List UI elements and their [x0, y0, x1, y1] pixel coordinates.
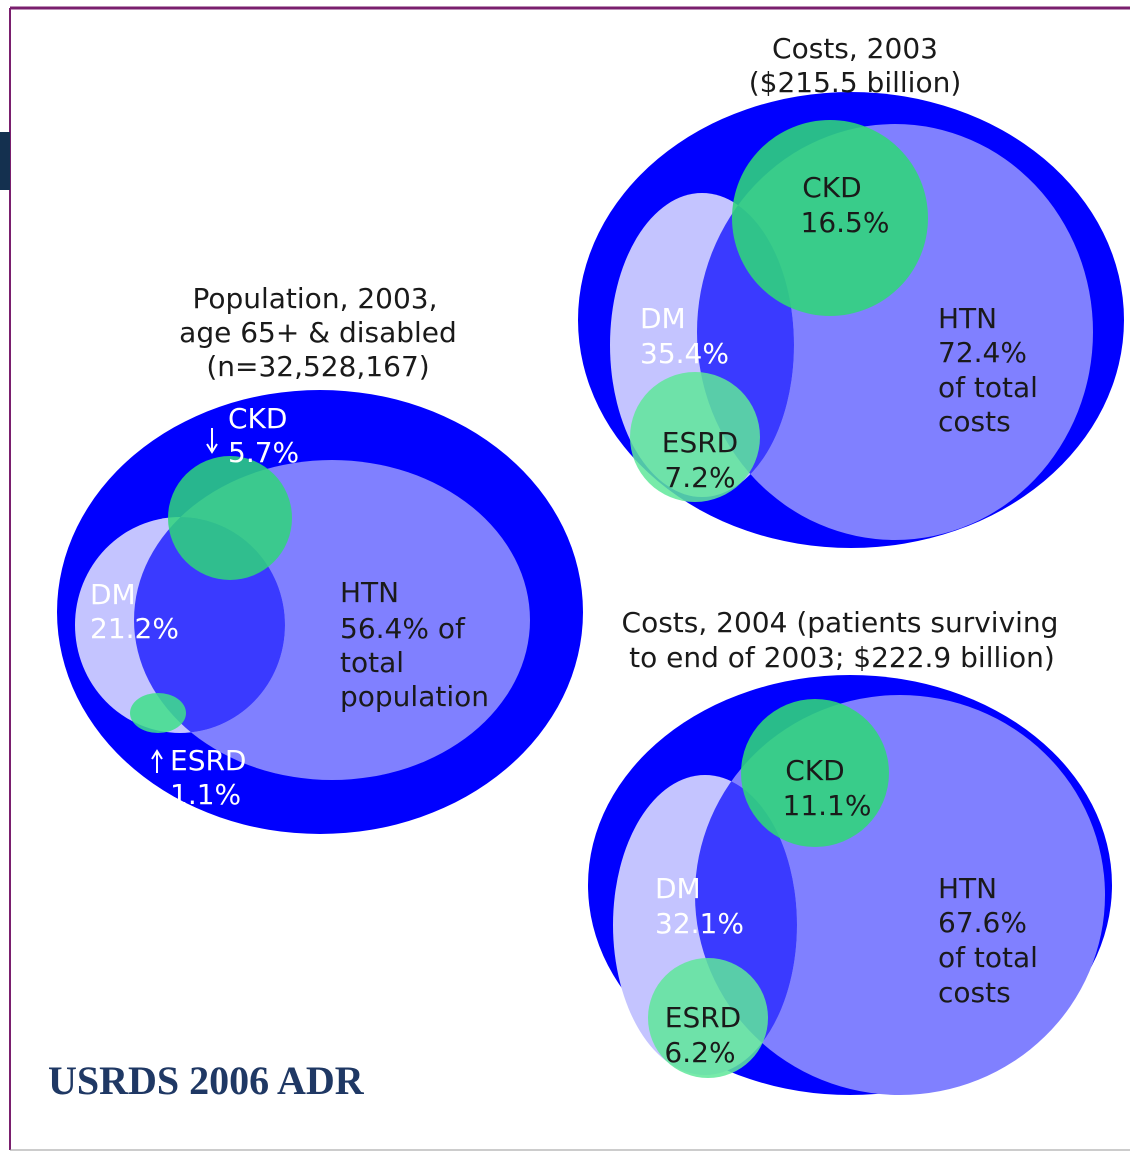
- esrd-circle: [630, 372, 760, 502]
- label: 11.1%: [783, 789, 872, 822]
- label: 67.6%: [938, 906, 1027, 939]
- label: DM: [90, 578, 136, 611]
- label: 72.4%: [938, 336, 1027, 369]
- ckd-circle: [741, 699, 889, 847]
- esrd-arrow-head: [151, 749, 163, 760]
- label: CKD: [802, 171, 861, 204]
- label: population: [340, 680, 489, 713]
- label: DM: [655, 872, 701, 905]
- title-line: ($215.5 billion): [749, 66, 962, 99]
- label: costs: [938, 405, 1011, 438]
- label: 56.4% of: [340, 612, 466, 645]
- title-line: Costs, 2004 (patients surviving: [622, 606, 1059, 639]
- label: ESRD: [662, 426, 738, 459]
- label: CKD: [228, 402, 287, 435]
- title-line: Population, 2003,: [192, 282, 437, 315]
- label: HTN: [340, 576, 399, 609]
- ckd-circle: [732, 120, 928, 316]
- label: DM: [640, 302, 686, 335]
- ckd-circle: [168, 456, 292, 580]
- label: 21.2%: [90, 612, 179, 645]
- label: 16.5%: [801, 206, 890, 239]
- title-line: (n=32,528,167): [206, 350, 429, 383]
- venn-population: Population, 2003, age 65+ & disabled (n=…: [57, 282, 583, 834]
- title-line: Costs, 2003: [772, 32, 938, 65]
- label: of total: [938, 941, 1038, 974]
- label: ESRD: [665, 1001, 741, 1034]
- label: 5.7%: [228, 436, 299, 469]
- label: HTN: [938, 872, 997, 905]
- side-tab: [0, 132, 10, 190]
- footer: USRDS 2006 ADR: [48, 1058, 365, 1103]
- label: CKD: [785, 754, 844, 787]
- esrd-circle: [648, 958, 768, 1078]
- label: ESRD: [170, 744, 246, 777]
- label: HTN: [938, 302, 997, 335]
- label: 6.2%: [664, 1036, 735, 1069]
- title-line: age 65+ & disabled: [179, 316, 457, 349]
- venn-costs-2004: Costs, 2004 (patients surviving to end o…: [588, 606, 1112, 1095]
- label: 7.2%: [664, 461, 735, 494]
- title-line: to end of 2003; $222.9 billion): [629, 641, 1055, 674]
- venn-costs-2003: Costs, 2003 ($215.5 billion) CKD 16.5% D…: [578, 32, 1124, 548]
- label: 1.1%: [170, 778, 241, 811]
- label: total: [340, 646, 404, 679]
- label: of total: [938, 371, 1038, 404]
- label: 32.1%: [655, 907, 744, 940]
- label: costs: [938, 976, 1011, 1009]
- esrd-ellipse: [130, 693, 186, 733]
- ckd-arrow-head: [206, 443, 218, 454]
- label: 35.4%: [640, 337, 729, 370]
